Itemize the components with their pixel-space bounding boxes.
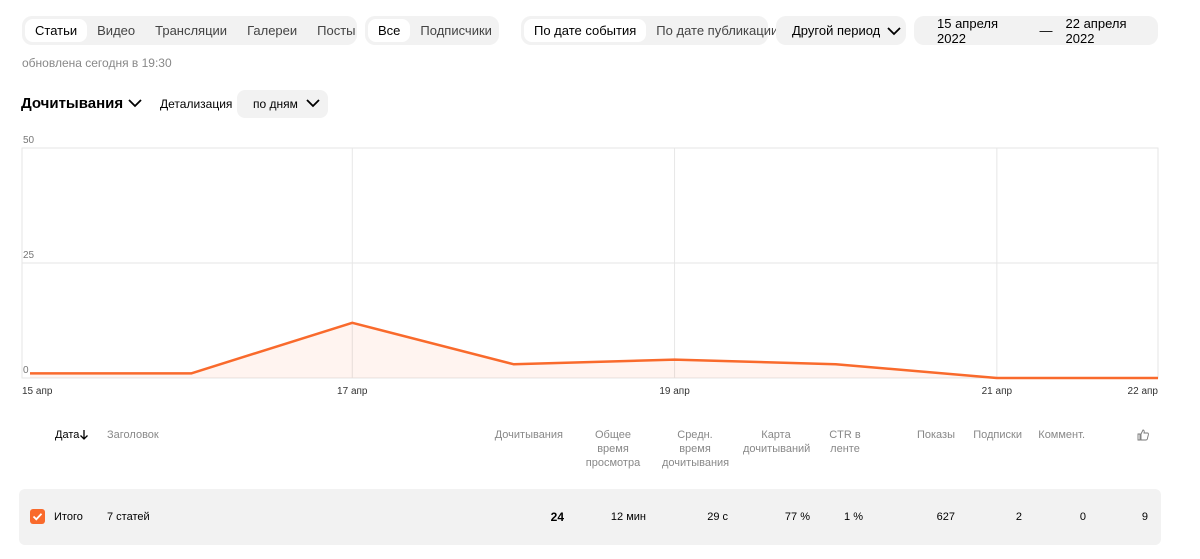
column-header: Коммент.: [1038, 429, 1085, 441]
date-to: 22 апреля 2022: [1065, 15, 1127, 46]
period-label: Другой период: [792, 23, 881, 38]
table-cell: 1 %: [844, 511, 863, 523]
tab[interactable]: Статьи: [25, 19, 88, 42]
tab[interactable]: По дате события: [524, 19, 647, 42]
tab[interactable]: По дате публикации: [656, 23, 779, 38]
column-header: Показы: [916, 429, 955, 441]
detail-label: Детализация: [160, 97, 233, 111]
date-range[interactable]: 15 апреля 2022 — 22 апреля 2022: [914, 15, 1158, 46]
detail-value: по дням: [253, 97, 298, 111]
table-cell: 627: [936, 511, 955, 523]
tab[interactable]: Трансляции: [155, 23, 228, 38]
column-header: Средн. время дочитывания: [662, 429, 730, 469]
period-dropdown[interactable]: Другой период: [776, 16, 906, 45]
x-tick-label: 22 апр: [1128, 386, 1159, 397]
chevron: [887, 26, 901, 35]
column-header: CTR в ленте: [829, 429, 861, 455]
column-header: Дочитывания: [494, 429, 563, 441]
date-mode-tabs: По дате события По дате публикации: [521, 16, 778, 45]
table-cell: 7 статей: [107, 511, 150, 523]
table-cell: 9: [1141, 511, 1148, 523]
tab[interactable]: Галереи: [247, 23, 298, 38]
tab[interactable]: Все: [368, 19, 411, 42]
likes-icon: [1137, 429, 1149, 441]
tab[interactable]: Посты: [317, 23, 356, 38]
date-from: 15 апреля 2022: [937, 15, 998, 46]
metric-select[interactable]: Дочитывания: [21, 95, 143, 112]
x-tick-label: 15 апр: [22, 386, 53, 397]
column-header: Подписки: [973, 429, 1022, 441]
metric-label: Дочитывания: [21, 95, 124, 112]
column-header: Заголовок: [107, 429, 159, 441]
table-cell: 24: [550, 510, 564, 524]
table-cell: Итого: [54, 511, 83, 523]
table-cell: 77 %: [784, 511, 810, 523]
detail-dropdown[interactable]: по дням: [237, 90, 328, 118]
date-separator: —: [1039, 23, 1053, 38]
table-cell: 0: [1079, 511, 1086, 523]
table-cell: 29 с: [707, 511, 728, 523]
column-header: Общее время просмотра: [585, 429, 641, 469]
table-cell: 2: [1015, 511, 1022, 523]
chevron: [128, 99, 142, 108]
chart: 0 25 50 15 апр 17 апр 19 апр 21 апр 22 апр: [21, 135, 1159, 397]
content-tabs: Статьи Видео Трансляции Галереи Посты: [22, 16, 357, 45]
sort-arrow: [80, 430, 88, 440]
column-header: Дата: [55, 429, 80, 441]
chevron: [306, 99, 320, 108]
x-tick-label: 21 апр: [982, 386, 1013, 397]
total-row: [19, 489, 1161, 545]
y-tick-label: 0: [23, 365, 29, 376]
line: [30, 321, 1158, 380]
y-tick-label: 50: [23, 135, 35, 146]
y-tick-label: 25: [23, 250, 35, 261]
audience-tabs: Все Подписчики: [365, 16, 499, 45]
table-cell: 12 мин: [610, 511, 646, 523]
tab[interactable]: Подписчики: [420, 23, 492, 38]
x-tick-label: 17 апр: [337, 386, 368, 397]
tab[interactable]: Видео: [97, 23, 136, 38]
x-tick-label: 19 апр: [659, 386, 690, 397]
column-header: Карта дочитываний: [743, 429, 811, 455]
checkbox[interactable]: [30, 509, 45, 524]
updated-note: обновлена сегодня в 19:30: [22, 56, 172, 70]
